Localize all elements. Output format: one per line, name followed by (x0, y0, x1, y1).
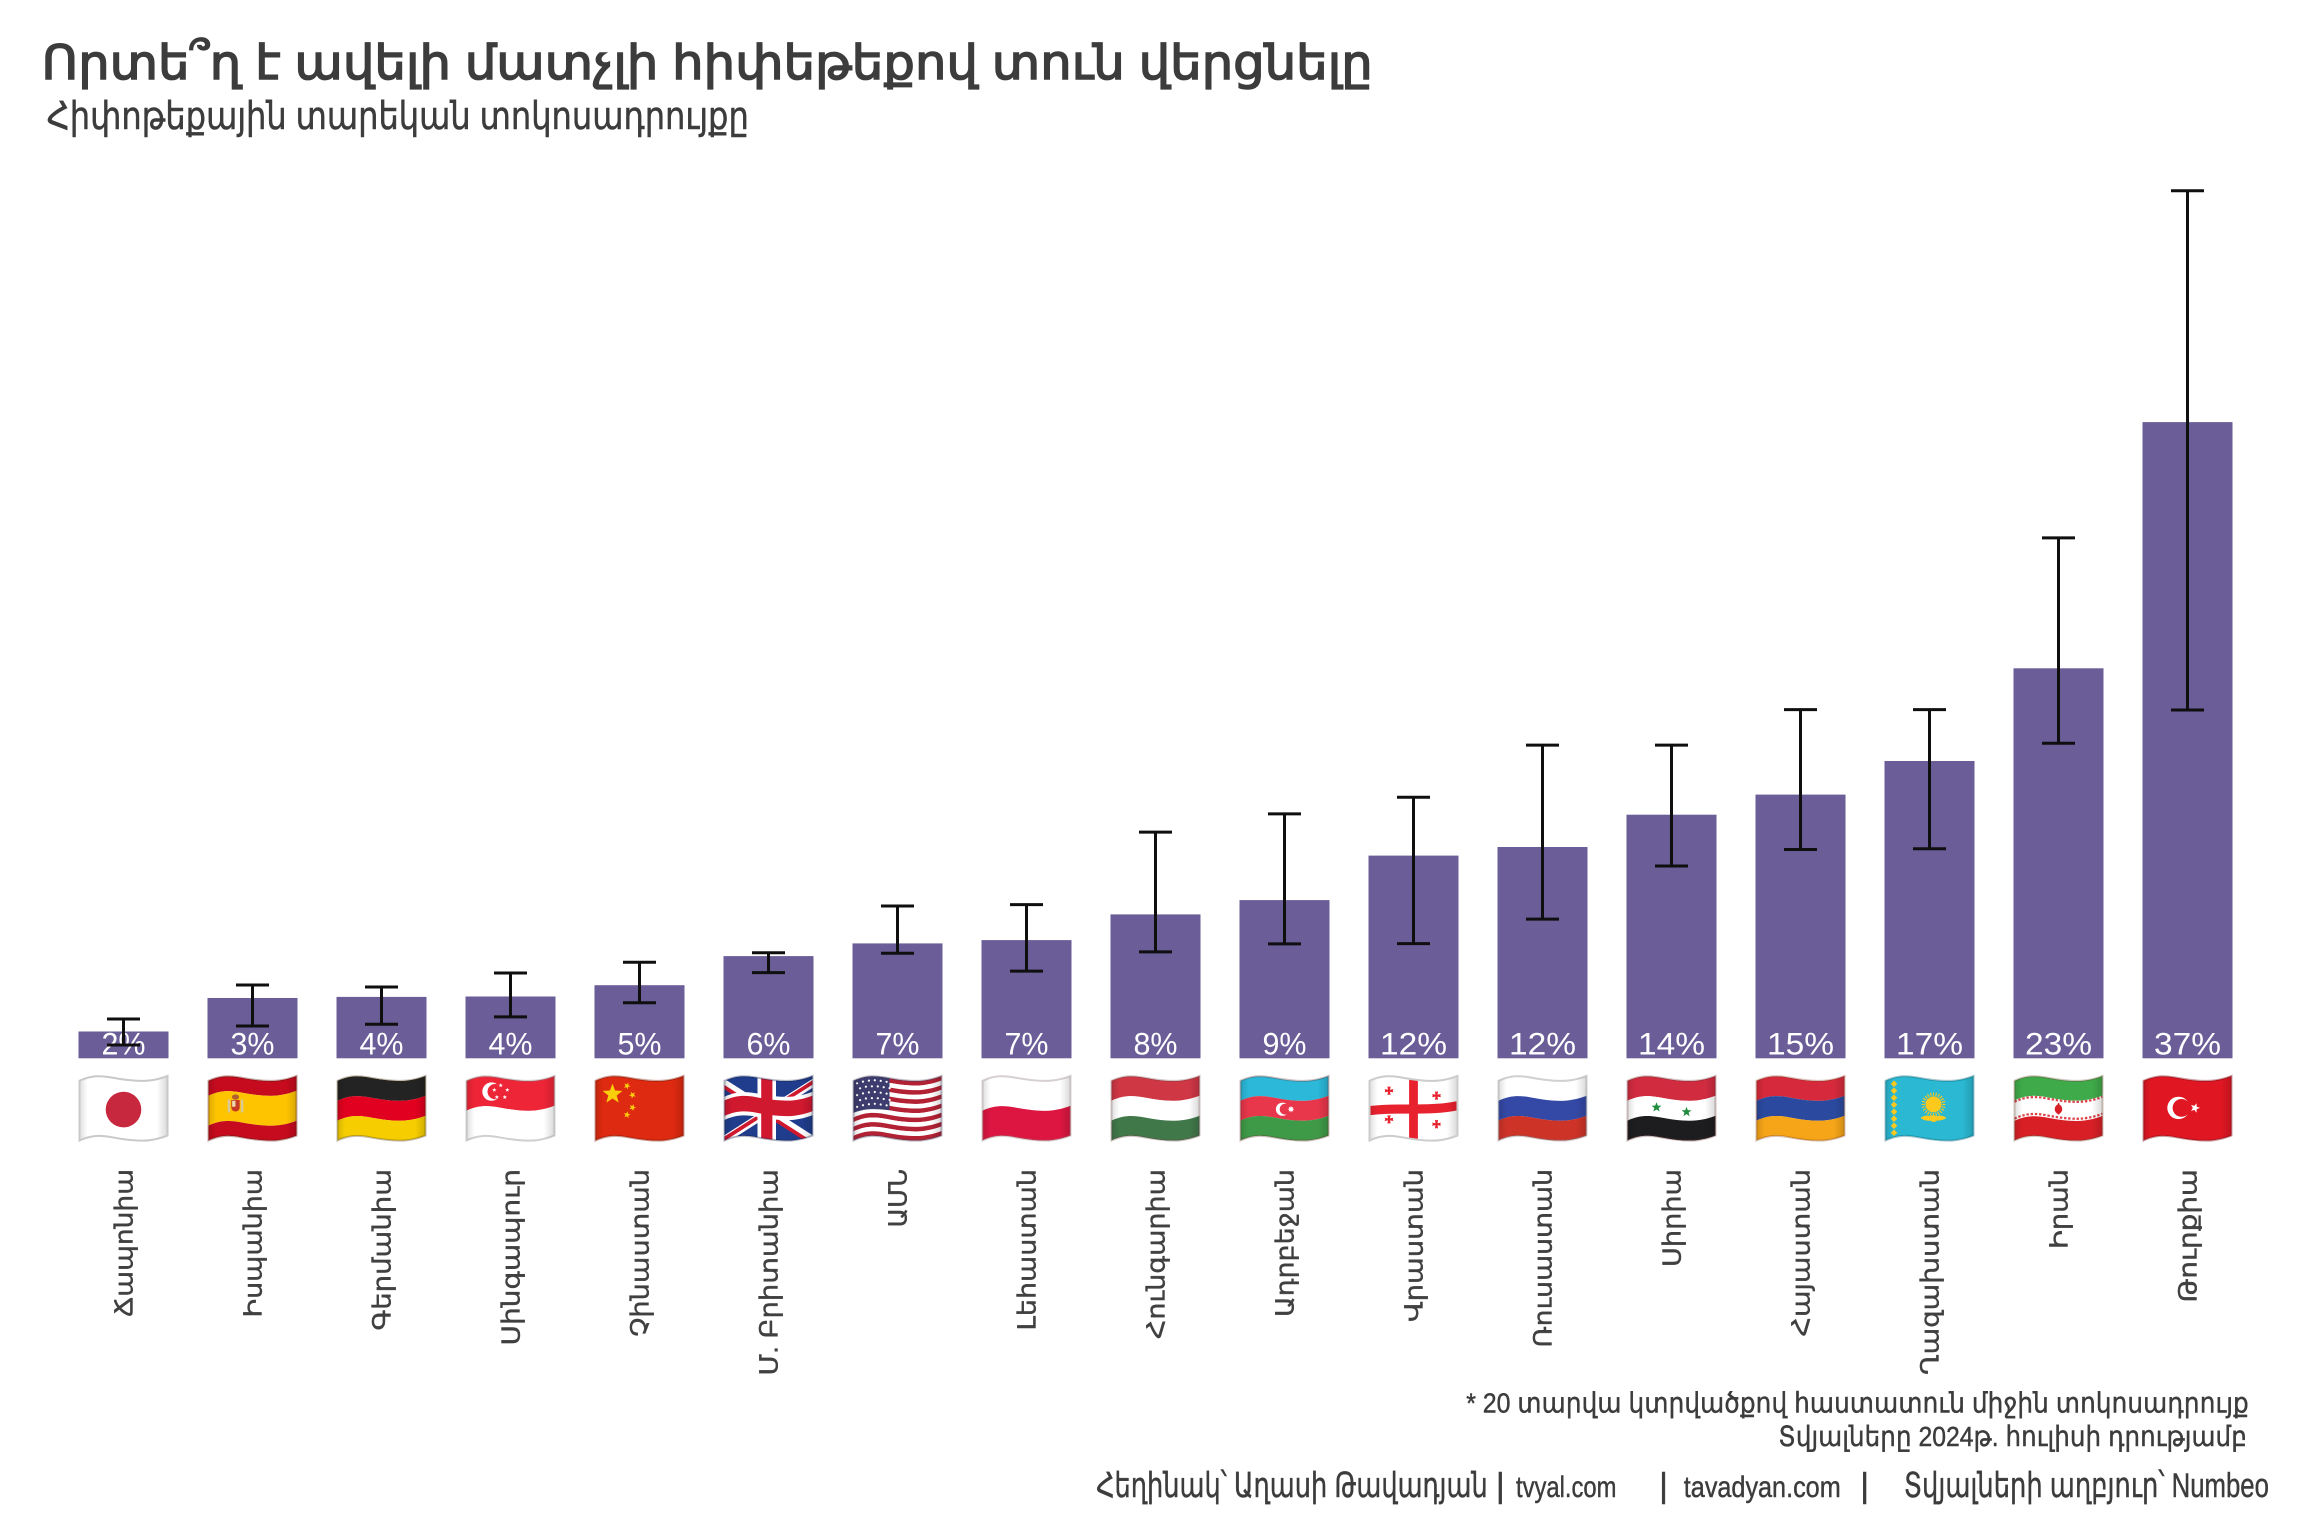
svg-text:Չինաստան: Չինաստան (626, 1169, 654, 1337)
svg-text:Ադրբեջան: Ադրբեջան (1271, 1169, 1299, 1317)
svg-text:Իրան: Իրան (2045, 1169, 2073, 1249)
svg-text:Իսպանիա: Իսպանիա (239, 1169, 267, 1318)
svg-text:* 20 տարվա կտրվածքով հաստատուն: * 20 տարվա կտրվածքով հաստատուն միջին տոկ… (1466, 1387, 2249, 1419)
svg-text:15%: 15% (1767, 1026, 1834, 1062)
svg-text:4%: 4% (489, 1026, 533, 1062)
svg-text:tavadyan.com: tavadyan.com (1684, 1471, 1841, 1504)
svg-text:17%: 17% (1896, 1026, 1963, 1062)
svg-text:5%: 5% (618, 1026, 662, 1062)
svg-text:Վրաստան: Վրաստան (1400, 1169, 1428, 1322)
svg-text:12%: 12% (1380, 1026, 1447, 1062)
svg-text:12%: 12% (1509, 1026, 1576, 1062)
svg-text:Հունգարիա: Հունգարիա (1142, 1169, 1170, 1339)
svg-text:|: | (1496, 1467, 1505, 1505)
svg-text:3%: 3% (231, 1026, 275, 1062)
svg-text:Տվյալները 2024թ. հուլիսի դրութ: Տվյալները 2024թ. հուլիսի դրությամբ (1778, 1420, 2247, 1452)
svg-text:tvyal.com: tvyal.com (1516, 1471, 1617, 1504)
svg-text:Տվյալների աղբյուր՝ Numbeo: Տվյալների աղբյուր՝ Numbeo (1904, 1467, 2269, 1505)
svg-text:6%: 6% (747, 1026, 791, 1062)
svg-text:37%: 37% (2154, 1026, 2221, 1062)
svg-text:Որտե՞ղ է ավելի մատչլի հիփեթեքո: Որտե՞ղ է ավելի մատչլի հիփեթեքով տուն վեր… (42, 36, 1373, 90)
svg-text:7%: 7% (1005, 1026, 1049, 1062)
svg-text:|: | (1659, 1467, 1668, 1505)
svg-text:ԱՄՆ: ԱՄՆ (884, 1169, 912, 1228)
svg-text:Ճապոնիա: Ճապոնիա (110, 1169, 138, 1317)
svg-text:|: | (1860, 1467, 1869, 1505)
svg-text:23%: 23% (2025, 1026, 2092, 1062)
svg-text:9%: 9% (1263, 1026, 1307, 1062)
svg-text:Հայաստան: Հայաստան (1787, 1169, 1815, 1337)
svg-text:4%: 4% (360, 1026, 404, 1062)
svg-text:Գերմանիա: Գերմանիա (368, 1169, 396, 1331)
svg-text:Սինգապուր: Սինգապուր (497, 1169, 525, 1346)
svg-text:Սիրիա: Սիրիա (1658, 1169, 1686, 1267)
svg-text:8%: 8% (1134, 1026, 1178, 1062)
svg-text:14%: 14% (1638, 1026, 1705, 1062)
svg-text:Հիփոթեքային տարեկան տոկոսադրու: Հիփոթեքային տարեկան տոկոսադրույքը (47, 95, 749, 138)
svg-text:Հեղինակ՝ Աղասի Թավադյան: Հեղինակ՝ Աղասի Թավադյան (1096, 1467, 1488, 1505)
svg-text:Ղազախստան: Ղազախստան (1916, 1169, 1944, 1375)
svg-text:Ռուսաստան: Ռուսաստան (1529, 1169, 1557, 1348)
svg-text:Թուրքիա: Թուրքիա (2174, 1169, 2202, 1303)
svg-text:Լեհաստան: Լեհաստան (1013, 1169, 1041, 1331)
svg-text:7%: 7% (876, 1026, 920, 1062)
svg-text:Մ. Բրիտանիա: Մ. Բրիտանիա (755, 1169, 783, 1376)
